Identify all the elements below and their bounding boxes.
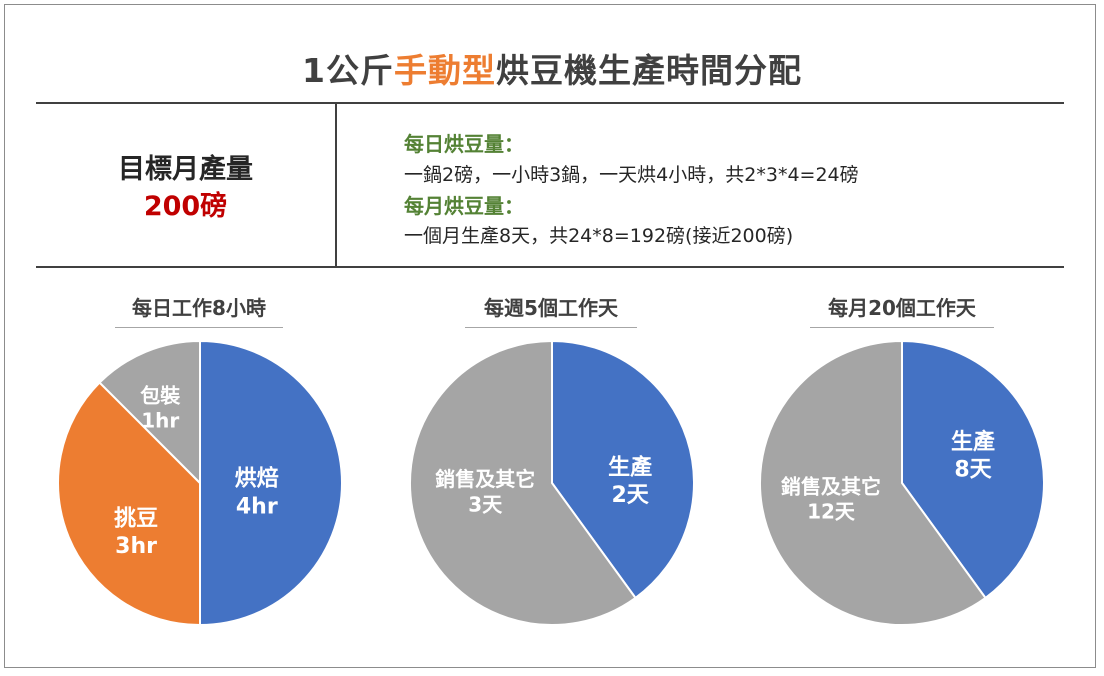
title-prefix: 1公斤 [302, 51, 394, 90]
table-bottom-rule [36, 266, 1064, 268]
pie-1-slice-2 [57, 381, 201, 627]
pie-2-slice-2 [409, 339, 637, 626]
pie-2-slice-2-value: 3天 [468, 492, 503, 516]
table-divider [335, 104, 337, 267]
pie-3-slice-1 [901, 339, 1045, 600]
slide-frame [4, 4, 1096, 668]
pie-1-slice-1 [199, 339, 343, 627]
pie-3-slice-2 [759, 339, 987, 626]
pie-1-slice-2-value: 3hr [115, 534, 157, 559]
daily-text: 一鍋2磅，一小時3鍋，一天烘4小時，共2*3*4=24磅 [404, 164, 859, 186]
pie-1-slice-3-value: 1hr [141, 409, 179, 433]
table-top-rule [36, 102, 1064, 104]
pie-1-slice-1-value: 4hr [236, 494, 278, 519]
pie-1-slice-3 [98, 339, 201, 486]
pie-2-slice-1-name: 生產 [608, 454, 652, 480]
pie-3-title: 每月20個工作天 [810, 292, 994, 328]
pie-2-slice-1 [551, 339, 695, 600]
title-accent: 手動型 [393, 51, 496, 90]
pie-3-slice-1-name: 生產 [951, 429, 995, 455]
pie-1-slice-1-name: 烘焙 [235, 466, 279, 492]
pie-3-slice-2-name: 銷售及其它 [781, 474, 881, 498]
pie-1-title: 每日工作8小時 [115, 292, 283, 328]
target-value: 200磅 [143, 191, 228, 222]
daily-heading: 每日烘豆量： [404, 132, 524, 156]
pie-3-slice-1-value: 8天 [954, 458, 992, 483]
title-suffix: 烘豆機生產時間分配 [495, 51, 802, 90]
pie-3-slice-2-value: 12天 [807, 499, 856, 523]
pie-1-slice-2-name: 挑豆 [114, 506, 158, 531]
pie-2-slice-2-name: 銷售及其它 [435, 467, 535, 491]
page-title: 1公斤手動型烘豆機生產時間分配 [0, 44, 1104, 92]
monthly-text: 一個月生產8天，共24*8=192磅(接近200磅) [404, 225, 794, 247]
pie-1-slice-3-name: 包裝 [140, 383, 181, 407]
pie-2-title: 每週5個工作天 [465, 292, 637, 328]
target-label: 目標月產量 [118, 154, 253, 185]
pie-2-slice-1-value: 2天 [611, 483, 649, 508]
monthly-heading: 每月烘豆量： [404, 194, 524, 218]
